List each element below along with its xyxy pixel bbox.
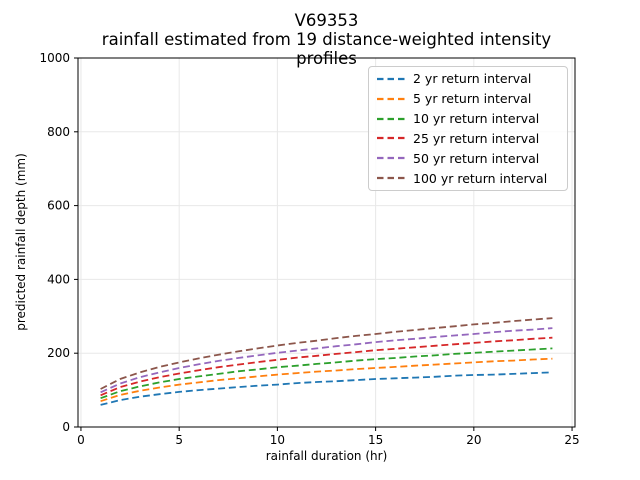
legend-item: 50 yr return interval	[369, 149, 567, 168]
legend-dash-swatch	[377, 77, 405, 81]
y-axis-label: predicted rainfall depth (mm)	[14, 153, 28, 331]
y-tick-label: 800	[47, 125, 70, 139]
legend-item-label: 100 yr return interval	[413, 170, 548, 186]
legend-item-label: 10 yr return interval	[413, 111, 540, 127]
axes-frame	[77, 57, 576, 428]
x-tick-label: 20	[466, 433, 481, 447]
legend-item: 5 yr return interval	[369, 89, 567, 108]
legend: 2 yr return interval 5 yr return interval…	[368, 66, 568, 191]
legend-dash-swatch	[377, 176, 405, 180]
legend-item: 10 yr return interval	[369, 109, 567, 128]
curve-50yr	[100, 327, 553, 394]
y-tick-label: 1000	[39, 51, 70, 65]
x-tick-label: 10	[270, 433, 285, 447]
curve-2yr	[100, 371, 553, 406]
legend-item-label: 50 yr return interval	[413, 150, 540, 166]
legend-dash-swatch	[377, 97, 405, 100]
x-tick-label: 5	[175, 433, 183, 447]
x-tick-label: 25	[564, 433, 579, 447]
y-tick-label: 200	[47, 346, 70, 360]
legend-item: 100 yr return interval	[369, 169, 567, 188]
legend-item-label: 5 yr return interval	[413, 91, 532, 107]
curve-25yr	[100, 336, 553, 397]
chart-title: V69353	[294, 11, 359, 30]
x-tick-label: 15	[368, 433, 383, 447]
y-tick-label: 400	[47, 272, 70, 286]
legend-dash-swatch	[377, 117, 405, 120]
curve-10yr	[100, 347, 553, 400]
x-axis-label: rainfall duration (hr)	[265, 449, 388, 463]
legend-dash-swatch	[377, 157, 405, 160]
legend-item: 2 yr return interval	[369, 69, 567, 88]
chart-title-block: V69353 rainfall estimated from 19 distan…	[78, 11, 575, 68]
legend-item: 25 yr return interval	[369, 129, 567, 148]
curve-100yr	[100, 317, 553, 390]
y-tick-label: 0	[62, 420, 70, 434]
legend-item-label: 25 yr return interval	[413, 130, 540, 146]
legend-dash-swatch	[377, 137, 405, 140]
curve-5yr	[100, 357, 553, 403]
y-tick-label: 600	[47, 199, 70, 213]
legend-item-label: 2 yr return interval	[413, 71, 532, 87]
x-tick-label: 0	[77, 433, 85, 447]
